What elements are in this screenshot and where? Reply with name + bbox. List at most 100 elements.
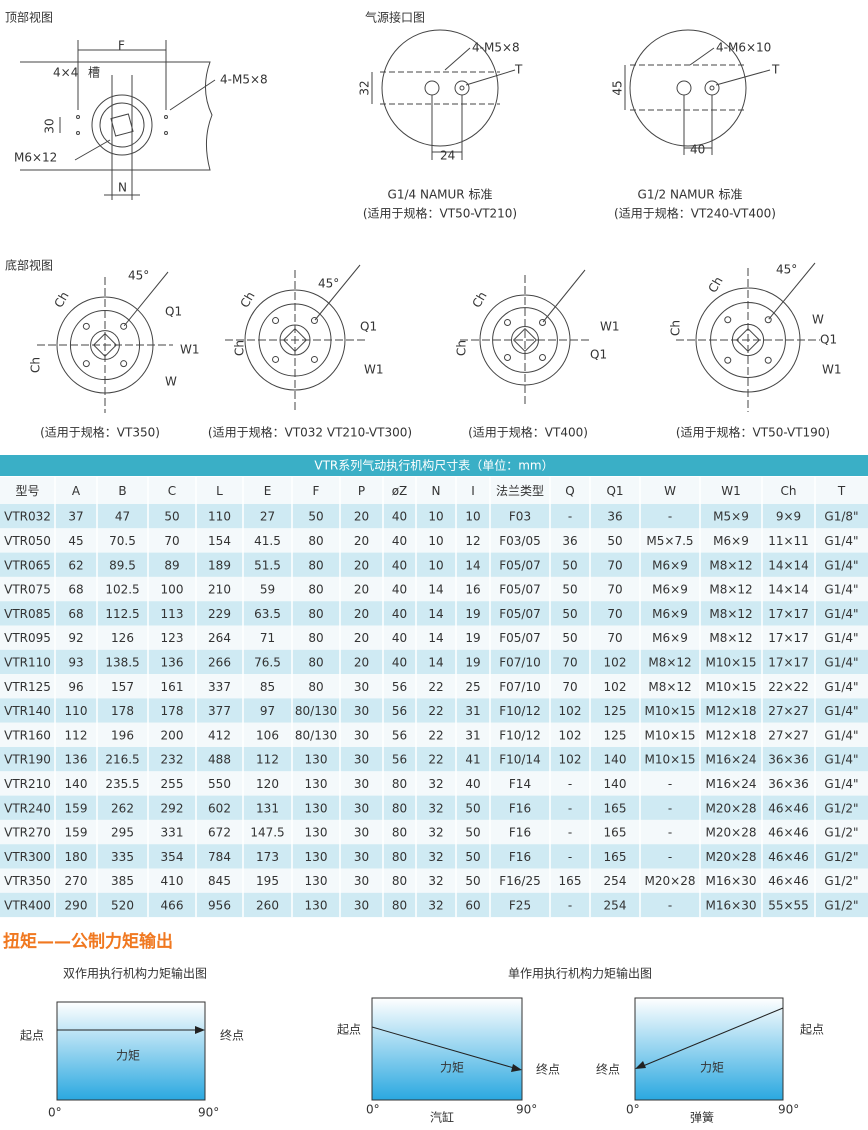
table-cell: G1/2" <box>824 801 858 815</box>
hole <box>764 316 772 324</box>
table-cell: VTR065 <box>4 558 51 572</box>
table-cell: 123 <box>161 631 184 645</box>
table-row <box>0 722 868 747</box>
table-cell: 80 <box>308 558 323 572</box>
dim-label: 4×4 <box>53 66 78 80</box>
table-cell: 17×17 <box>768 631 809 645</box>
table-cell: 70.5 <box>109 534 136 548</box>
table-cell: 80/130 <box>295 704 337 718</box>
table-cell: 19 <box>465 655 480 669</box>
table-cell: 10 <box>428 534 443 548</box>
table-cell: 70 <box>607 631 622 645</box>
section-title: 底部视图 <box>5 258 53 273</box>
table-cell: 25 <box>465 680 480 694</box>
table-cell: M8×12 <box>648 655 691 669</box>
dim-label: Q1 <box>165 305 182 319</box>
table-cell: 89 <box>164 558 179 572</box>
table-cell: VTR110 <box>4 655 51 669</box>
table-cell: 235.5 <box>105 777 139 791</box>
table-cell: 130 <box>305 753 328 767</box>
table-cell: 200 <box>161 728 184 742</box>
label: 0° <box>48 1106 62 1120</box>
caption: (适用于规格：VT240-VT400) <box>614 206 776 221</box>
label: 0° <box>626 1103 640 1117</box>
column-header: W1 <box>721 484 741 498</box>
table-cell: 112 <box>65 728 88 742</box>
table-cell: 22 <box>428 728 443 742</box>
table-cell: 70 <box>562 655 577 669</box>
table-cell: F16 <box>509 826 531 840</box>
table-cell: VTR085 <box>4 607 51 621</box>
table-cell: M20×28 <box>645 874 696 888</box>
caption: (适用于规格：VT032 VT210-VT300) <box>208 425 412 440</box>
table-cell: M16×30 <box>706 874 757 888</box>
table-cell: 22 <box>428 680 443 694</box>
hole <box>310 355 318 363</box>
table-row <box>0 528 868 553</box>
label: 90° <box>778 1103 799 1117</box>
table-cell: 295 <box>111 826 134 840</box>
table-cell: M20×28 <box>706 801 757 815</box>
table-cell: 85 <box>260 680 275 694</box>
table-cell: G1/4" <box>824 704 858 718</box>
table-cell: 70 <box>164 534 179 548</box>
table-cell: 17×17 <box>768 655 809 669</box>
header-row <box>0 477 868 504</box>
column-header: I <box>471 484 475 498</box>
outline <box>244 289 346 391</box>
table-cell: G1/4" <box>824 728 858 742</box>
table-cell: 20 <box>354 607 369 621</box>
table-cell: 50 <box>562 558 577 572</box>
table-cell: 14 <box>428 655 443 669</box>
dim-label: 4-M6×10 <box>716 41 771 55</box>
dim-label: 24 <box>440 149 455 163</box>
table-cell: 80 <box>392 874 407 888</box>
table-cell: 140 <box>65 777 88 791</box>
column-header: T <box>837 484 846 498</box>
table-row <box>0 625 868 650</box>
table-cell: 14 <box>428 607 443 621</box>
table-cell: 165 <box>559 874 582 888</box>
table-cell: 130 <box>305 801 328 815</box>
table-cell: 412 <box>208 728 231 742</box>
table-row <box>0 747 868 772</box>
table-cell: 40 <box>392 510 407 524</box>
table-row <box>0 795 868 820</box>
hole <box>539 354 547 362</box>
table-cell: F05/07 <box>499 607 540 621</box>
table-cell: 80 <box>392 777 407 791</box>
table-row <box>0 601 868 626</box>
table-cell: 130 <box>305 826 328 840</box>
table-cell: 71 <box>260 631 275 645</box>
dim-label: 40 <box>690 143 705 157</box>
table-cell: G1/2" <box>824 826 858 840</box>
table-cell: 232 <box>161 753 184 767</box>
table-cell: 31 <box>465 728 480 742</box>
table-cell: 36×36 <box>768 753 809 767</box>
table-cell: - <box>568 850 572 864</box>
table-cell: 68 <box>68 583 83 597</box>
table-cell: G1/4" <box>824 534 858 548</box>
table-cell: M10×15 <box>706 680 757 694</box>
caption: G1/4 NAMUR 标准 <box>388 188 493 202</box>
table-cell: 10 <box>465 510 480 524</box>
table-cell: 19 <box>465 631 480 645</box>
label: 力矩 <box>440 1061 464 1075</box>
label: 起点 <box>20 1029 44 1043</box>
table-cell: 11×11 <box>768 534 809 548</box>
table-cell: 10 <box>428 510 443 524</box>
table-cell: 14 <box>428 631 443 645</box>
top-drawing <box>20 40 216 200</box>
torque-line <box>642 1007 784 1067</box>
label: 终点 <box>536 1062 560 1077</box>
table-cell: 106 <box>256 728 279 742</box>
table-cell: 40 <box>392 655 407 669</box>
table-cell: 14 <box>428 583 443 597</box>
table-cell: 56 <box>392 728 407 742</box>
table-cell: 520 <box>111 898 134 912</box>
table-cell: F05/07 <box>499 631 540 645</box>
bottom-drawings <box>37 262 820 413</box>
table-cell: - <box>568 510 572 524</box>
table-cell: 196 <box>111 728 134 742</box>
